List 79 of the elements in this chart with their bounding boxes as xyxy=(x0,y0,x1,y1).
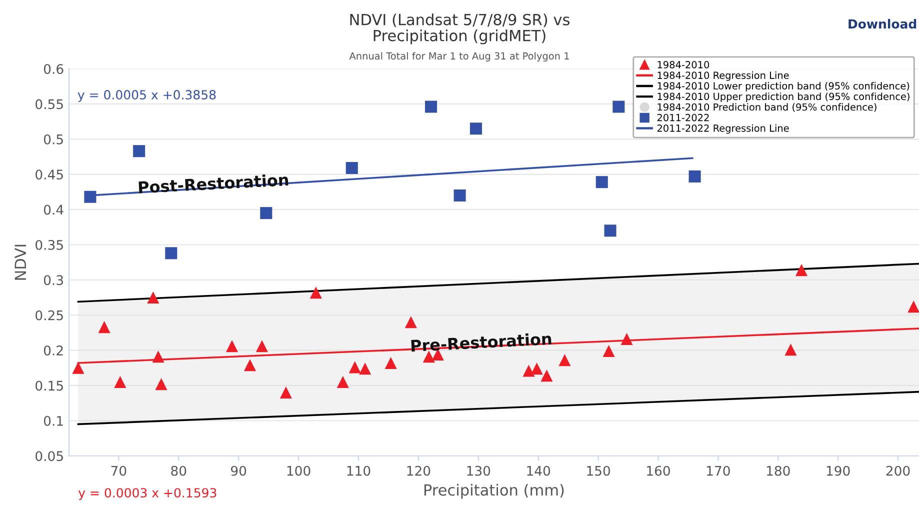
annotation: Pre-Restoration xyxy=(411,332,552,352)
point xyxy=(604,224,616,237)
x-tick-label: 110 xyxy=(347,466,370,476)
point xyxy=(612,100,625,113)
chart-subtitle: Annual Total for Mar 1 to Aug 31 at Polygon 1 xyxy=(349,52,569,62)
point xyxy=(226,340,238,352)
point xyxy=(530,362,543,375)
point xyxy=(165,247,178,260)
legend-label: 1984-2010 Prediction band (95% confidence) xyxy=(658,103,876,112)
point xyxy=(596,176,608,188)
legend-label: 1984-2010 Lower prediction band (95% confidence) xyxy=(658,82,910,92)
y-tick-label: 0.3 xyxy=(44,275,64,286)
legend-label: 1984-2010 Regression Line xyxy=(658,71,789,81)
text: Download xyxy=(848,18,916,29)
point xyxy=(558,354,571,366)
y-tick-label: 0.25 xyxy=(36,310,63,320)
point xyxy=(620,333,633,346)
point xyxy=(470,122,482,135)
point xyxy=(908,300,919,313)
x-tick-label: 80 xyxy=(171,466,186,476)
x-tick-label: 170 xyxy=(707,466,730,476)
x-tick-label: 140 xyxy=(527,466,550,476)
y-tick-label: 0.05 xyxy=(36,451,63,462)
point xyxy=(348,361,361,374)
point xyxy=(256,340,268,352)
point xyxy=(98,321,110,334)
x-axis-title: Precipitation (mm) xyxy=(424,484,564,499)
y-tick-label: 0.2 xyxy=(44,346,63,356)
point xyxy=(155,378,168,390)
point xyxy=(425,100,438,113)
x-tick-label: 120 xyxy=(407,466,430,476)
x-tick-label: 100 xyxy=(287,466,310,476)
point xyxy=(72,362,84,374)
point xyxy=(147,292,160,304)
point xyxy=(384,356,397,369)
point xyxy=(346,162,358,174)
x-tick-label: 130 xyxy=(467,466,490,476)
y-tick-label: 0.1 xyxy=(44,416,63,426)
point xyxy=(133,145,146,158)
y-tick-label: 0.6 xyxy=(44,64,64,74)
point xyxy=(310,286,322,299)
point xyxy=(336,376,349,388)
y-tick-label: 0.55 xyxy=(36,99,63,110)
x-tick-label: 190 xyxy=(826,466,850,476)
point xyxy=(114,376,126,388)
y-tick-label: 0.15 xyxy=(36,380,63,391)
x-tick-label: 160 xyxy=(647,466,670,476)
y-tick-label: 0.4 xyxy=(44,204,64,215)
point xyxy=(359,362,372,375)
legend-label: 2011-2022 Regression Line xyxy=(657,124,789,134)
annotation: y = 0.0005 x +0.3858 xyxy=(78,90,216,102)
point xyxy=(540,370,553,382)
point xyxy=(152,350,164,363)
y-tick-label: 0.35 xyxy=(36,240,63,250)
point xyxy=(688,170,701,182)
y-axis-title: NDVI xyxy=(14,244,26,280)
x-tick-label: 180 xyxy=(766,466,790,476)
y-tick-label: 0.45 xyxy=(36,170,63,180)
legend-label: 1984-2010 xyxy=(658,61,710,68)
point xyxy=(522,364,535,377)
x-tick-label: 90 xyxy=(231,466,246,476)
point xyxy=(602,344,615,358)
annotation: Post-Restoration xyxy=(138,173,288,194)
x-tick-label: 70 xyxy=(111,466,126,476)
point xyxy=(260,207,272,220)
x-tick-label: 200 xyxy=(886,466,910,476)
point xyxy=(244,359,256,372)
point xyxy=(404,316,417,328)
point xyxy=(84,190,96,203)
legend-label: 1984-2010 Upper prediction band (95% confidence) xyxy=(658,92,910,102)
point xyxy=(454,189,466,202)
text: y = 0.0003 x +0.1593 xyxy=(78,488,216,500)
chart-title: NDVI (Landsat 5/7/8/9 SR) vs Precipitation (gridMET) xyxy=(350,14,570,44)
y-tick-label: 0.5 xyxy=(44,134,63,144)
point xyxy=(795,264,808,276)
x-tick-label: 150 xyxy=(587,466,610,476)
point xyxy=(280,386,292,399)
point xyxy=(784,344,797,356)
legend-label: 2011-2022 xyxy=(657,114,709,122)
